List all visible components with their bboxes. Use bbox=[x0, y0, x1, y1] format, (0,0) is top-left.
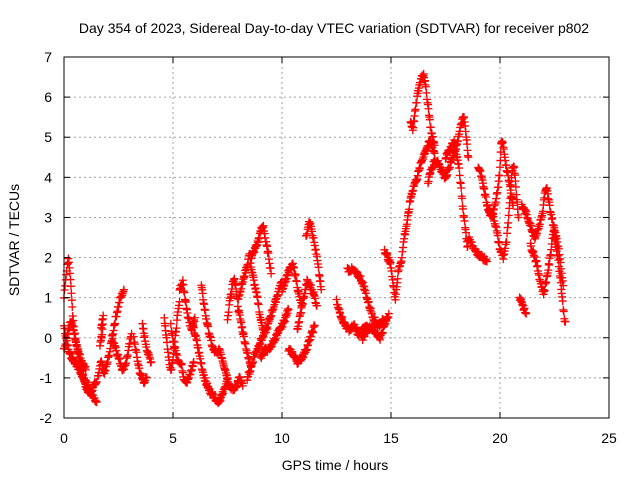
data-point bbox=[522, 309, 531, 318]
y-tick-label: -1 bbox=[40, 370, 53, 386]
y-tick-labels: -2 -1 0 1 2 3 4 5 6 7 bbox=[40, 49, 53, 426]
data-point bbox=[514, 213, 523, 222]
data-point bbox=[68, 303, 77, 312]
data-point bbox=[545, 260, 554, 269]
data-point bbox=[502, 238, 511, 247]
data-point bbox=[409, 123, 418, 132]
y-tick-label: 7 bbox=[44, 49, 52, 65]
data-point bbox=[310, 321, 319, 330]
data-point bbox=[267, 269, 276, 278]
data-point bbox=[238, 381, 247, 390]
x-tick-label: 15 bbox=[383, 430, 399, 446]
data-point bbox=[172, 324, 181, 333]
data-point bbox=[556, 278, 565, 287]
y-tick-label: 5 bbox=[44, 129, 52, 145]
data-point bbox=[92, 377, 101, 386]
data-point bbox=[405, 205, 414, 214]
data-point bbox=[142, 373, 151, 382]
data-point bbox=[507, 181, 516, 190]
y-tick-label: 1 bbox=[44, 290, 52, 306]
data-point bbox=[66, 275, 75, 284]
data-point bbox=[224, 308, 233, 317]
data-point bbox=[312, 301, 321, 310]
data-point bbox=[455, 164, 464, 173]
data-point bbox=[506, 194, 515, 203]
data-point bbox=[166, 319, 175, 328]
x-tick-label: 20 bbox=[492, 430, 508, 446]
data-point bbox=[66, 282, 75, 291]
axis-ticks bbox=[63, 56, 610, 419]
data-point bbox=[314, 263, 323, 272]
data-point bbox=[540, 286, 549, 295]
data-point bbox=[495, 171, 504, 180]
data-point bbox=[284, 305, 293, 314]
data-point bbox=[67, 296, 76, 305]
x-axis-label: GPS time / hours bbox=[282, 457, 389, 473]
data-point bbox=[119, 285, 128, 294]
data-point bbox=[384, 309, 393, 318]
y-tick-label: 0 bbox=[44, 330, 52, 346]
x-tick-label: 10 bbox=[274, 430, 290, 446]
x-tick-label: 0 bbox=[60, 430, 68, 446]
data-point bbox=[558, 297, 567, 306]
data-point bbox=[549, 225, 558, 234]
x-tick-label: 25 bbox=[601, 430, 617, 446]
plot-frame bbox=[63, 56, 610, 419]
data-point bbox=[548, 214, 557, 223]
grid-lines bbox=[64, 57, 609, 418]
data-point bbox=[204, 322, 213, 331]
data-point bbox=[496, 163, 504, 172]
data-point bbox=[189, 357, 198, 366]
data-point bbox=[457, 184, 466, 193]
data-point bbox=[190, 313, 199, 322]
data-point bbox=[67, 289, 76, 298]
chart-title: Day 354 of 2023, Sidereal Day-to-day VTE… bbox=[79, 20, 589, 36]
data-point bbox=[504, 218, 513, 227]
data-point bbox=[511, 182, 520, 191]
y-axis-label: SDTVAR / TECUs bbox=[6, 184, 22, 296]
data-point bbox=[464, 153, 473, 162]
data-point bbox=[458, 194, 467, 203]
x-tick-labels: 0 5 10 15 20 25 bbox=[60, 430, 617, 446]
data-points bbox=[60, 69, 570, 408]
data-point bbox=[455, 171, 464, 180]
data-point bbox=[147, 357, 156, 366]
data-point bbox=[180, 288, 189, 297]
y-tick-label: 2 bbox=[44, 250, 52, 266]
data-point bbox=[504, 211, 513, 220]
y-tick-label: 3 bbox=[44, 209, 52, 225]
y-tick-label: 6 bbox=[44, 89, 52, 105]
data-point bbox=[561, 317, 570, 326]
data-point bbox=[393, 274, 402, 283]
y-tick-label: 4 bbox=[44, 169, 52, 185]
data-point bbox=[430, 141, 439, 150]
data-point bbox=[460, 216, 469, 225]
y-tick-label: -2 bbox=[40, 410, 53, 426]
data-point bbox=[92, 397, 101, 406]
data-point bbox=[254, 300, 263, 309]
data-point bbox=[81, 365, 90, 374]
data-point bbox=[482, 257, 491, 266]
data-point bbox=[425, 115, 434, 124]
data-point bbox=[559, 307, 568, 316]
data-point bbox=[99, 311, 108, 320]
data-point bbox=[95, 341, 104, 350]
data-point bbox=[458, 204, 467, 213]
data-point bbox=[317, 285, 326, 294]
data-point bbox=[513, 198, 522, 207]
x-tick-label: 5 bbox=[169, 430, 177, 446]
data-point bbox=[111, 319, 120, 328]
data-point bbox=[177, 359, 186, 368]
